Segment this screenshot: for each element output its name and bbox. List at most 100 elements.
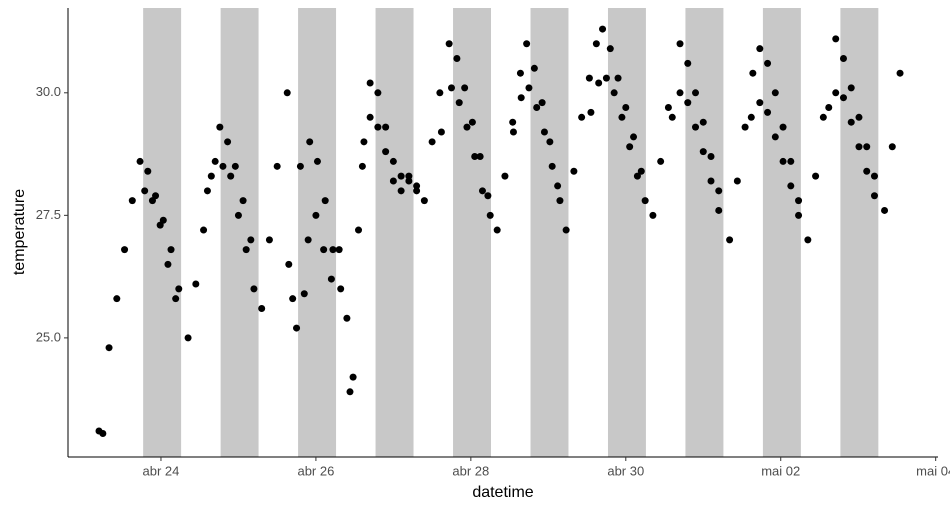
data-point: [602, 74, 610, 82]
data-point: [283, 89, 291, 97]
data-point: [293, 324, 301, 332]
x-tick-label: abr 30: [607, 463, 644, 478]
data-point: [219, 162, 227, 170]
data-point: [250, 285, 258, 293]
data-point: [461, 84, 469, 92]
data-point: [578, 113, 586, 121]
data-point: [211, 157, 219, 165]
data-point: [525, 84, 533, 92]
data-point: [509, 118, 517, 126]
data-point: [832, 35, 840, 43]
data-point: [486, 211, 494, 219]
data-point: [548, 162, 556, 170]
data-point: [216, 123, 224, 131]
data-point: [366, 79, 374, 87]
data-point: [397, 172, 405, 180]
data-point: [397, 187, 405, 195]
data-point: [358, 162, 366, 170]
data-point: [610, 89, 618, 97]
data-point: [121, 246, 129, 254]
night-band: [607, 8, 646, 457]
x-tick-label: mai 02: [761, 463, 800, 478]
data-point: [676, 40, 684, 48]
night-band: [220, 8, 259, 457]
data-point: [622, 104, 630, 112]
data-point: [756, 99, 764, 107]
data-point: [795, 211, 803, 219]
data-point: [779, 157, 787, 165]
data-point: [300, 290, 308, 298]
data-point: [203, 187, 211, 195]
y-tick-label: 27.5: [36, 207, 61, 222]
data-point: [343, 314, 351, 322]
data-point: [517, 94, 525, 102]
data-point: [715, 187, 723, 195]
data-point: [804, 236, 812, 244]
data-point: [554, 182, 562, 190]
data-point: [242, 246, 250, 254]
data-point: [335, 246, 343, 254]
data-point: [484, 192, 492, 200]
data-point: [630, 133, 638, 141]
data-point: [374, 89, 382, 97]
night-band: [298, 8, 337, 457]
data-point: [641, 197, 649, 205]
data-point: [455, 99, 463, 107]
data-point: [779, 123, 787, 131]
data-point: [337, 285, 345, 293]
data-point: [606, 45, 614, 53]
night-band: [685, 8, 724, 457]
data-point: [468, 118, 476, 126]
data-point: [273, 162, 281, 170]
x-axis-title: datetime: [472, 484, 533, 501]
data-point: [128, 197, 136, 205]
data-point: [839, 94, 847, 102]
night-band: [530, 8, 569, 457]
data-point: [478, 187, 486, 195]
data-point: [389, 177, 397, 185]
data-point: [184, 334, 192, 342]
data-point: [546, 138, 554, 146]
data-point: [692, 123, 700, 131]
data-point: [493, 226, 501, 234]
data-point: [207, 172, 215, 180]
data-point: [509, 128, 517, 136]
data-point: [329, 246, 337, 254]
data-point: [327, 275, 335, 283]
data-point: [312, 211, 320, 219]
data-point: [747, 113, 755, 121]
data-point: [699, 118, 707, 126]
night-band: [453, 8, 491, 457]
data-point: [289, 295, 297, 303]
data-point: [530, 64, 538, 72]
data-point: [819, 113, 827, 121]
data-point: [855, 113, 863, 121]
data-point: [349, 373, 357, 381]
data-point: [715, 206, 723, 214]
data-point: [832, 89, 840, 97]
data-point: [175, 285, 183, 293]
data-point: [676, 89, 684, 97]
data-point: [599, 25, 607, 33]
data-point: [855, 143, 863, 151]
data-point: [812, 172, 820, 180]
data-point: [413, 182, 421, 190]
data-point: [771, 133, 779, 141]
data-point: [445, 40, 453, 48]
data-point: [618, 113, 626, 121]
data-point: [436, 89, 444, 97]
data-point: [200, 226, 208, 234]
data-point: [447, 84, 455, 92]
data-point: [764, 59, 772, 67]
data-point: [265, 236, 273, 244]
data-point: [741, 123, 749, 131]
data-point: [649, 211, 657, 219]
data-point: [304, 236, 312, 244]
data-point: [523, 40, 531, 48]
data-point: [231, 162, 239, 170]
x-tick-label: abr 28: [452, 463, 489, 478]
data-point: [595, 79, 603, 87]
data-point: [148, 197, 156, 205]
data-point: [355, 226, 363, 234]
